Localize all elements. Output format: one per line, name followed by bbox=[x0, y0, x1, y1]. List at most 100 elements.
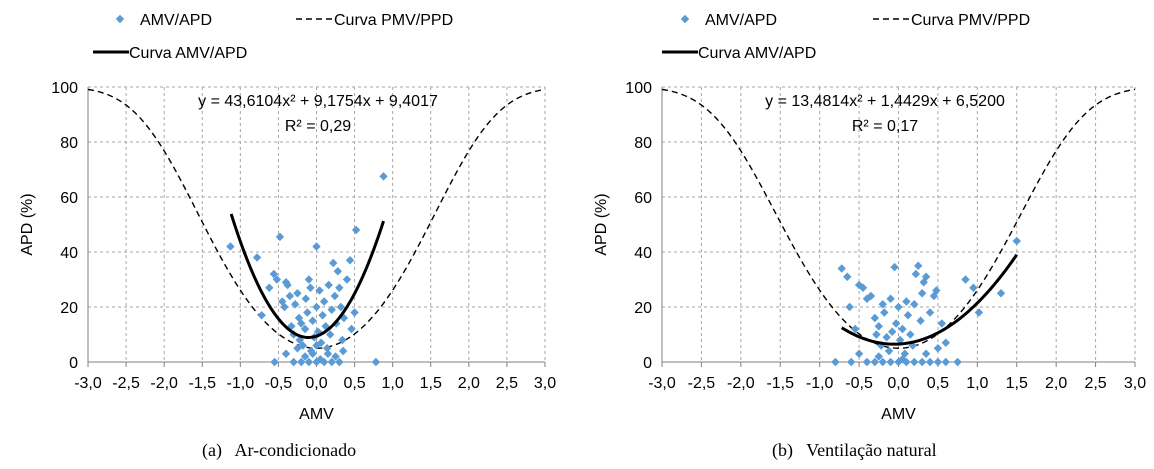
pmv-ppd-curve bbox=[662, 88, 1135, 349]
data-point bbox=[887, 327, 897, 336]
data-point bbox=[996, 289, 1006, 298]
y-tick-label: 20 bbox=[60, 300, 78, 317]
data-point bbox=[858, 283, 868, 292]
data-point bbox=[917, 289, 927, 298]
y-tick-label: 40 bbox=[634, 245, 652, 262]
chart-b-caption: (b) Ventilação natural bbox=[772, 440, 937, 460]
data-point bbox=[336, 302, 346, 312]
x-axis-title: AMV bbox=[299, 406, 334, 423]
data-point bbox=[921, 349, 931, 358]
data-point bbox=[315, 286, 324, 295]
r-squared-label: R² = 0,17 bbox=[852, 118, 918, 135]
data-point bbox=[323, 349, 333, 358]
y-tick-label: 0 bbox=[69, 355, 78, 372]
chart-panel-a: -3,0 -2,5 -2,0 -1,5 -1,0 -0,5 0,0 0,5 1,0 1,5 2,0 2… bbox=[19, 12, 556, 460]
data-point bbox=[866, 291, 876, 301]
data-point bbox=[280, 302, 289, 312]
data-point bbox=[894, 302, 903, 312]
x-tick-label: -2,5 bbox=[112, 375, 140, 392]
x-axis-title: AMV bbox=[881, 406, 916, 423]
data-point bbox=[326, 330, 335, 339]
data-point bbox=[910, 357, 919, 367]
data-point bbox=[304, 357, 314, 367]
legend-marker-amv-apd bbox=[680, 14, 690, 24]
x-tick-label: -1,0 bbox=[806, 375, 834, 392]
data-point bbox=[312, 242, 321, 251]
data-point bbox=[331, 352, 340, 361]
data-point bbox=[916, 316, 925, 325]
data-point bbox=[293, 344, 302, 353]
data-point bbox=[371, 357, 381, 367]
data-point bbox=[283, 280, 292, 290]
y-tick-label: 80 bbox=[60, 135, 78, 152]
data-point bbox=[293, 289, 302, 298]
x-tick-label: 0,0 bbox=[887, 375, 909, 392]
x-tick-label: 1,5 bbox=[1006, 375, 1028, 392]
data-point bbox=[917, 357, 927, 367]
data-point bbox=[338, 346, 348, 356]
legend-label-amv-apd: AMV/APD bbox=[705, 12, 777, 29]
data-point bbox=[886, 357, 895, 367]
x-tick-label: 2,0 bbox=[1045, 375, 1067, 392]
data-point bbox=[303, 308, 312, 317]
data-point bbox=[898, 355, 907, 364]
data-point bbox=[921, 272, 931, 281]
x-tick-label: -1,0 bbox=[227, 375, 255, 392]
data-point bbox=[961, 275, 970, 284]
chart-a-svg: -3,0 -2,5 -2,0 -1,5 -1,0 -0,5 0,0 0,5 1,0 1,5 2,0 2… bbox=[19, 12, 556, 423]
data-point bbox=[269, 269, 279, 279]
legend-label-curva-amv-apd: Curva AMV/APD bbox=[129, 45, 247, 62]
data-point bbox=[301, 294, 311, 303]
x-tick-label: 0,5 bbox=[343, 375, 365, 392]
data-point bbox=[350, 308, 359, 317]
legend-label-pmv-ppd: Curva PMV/PPD bbox=[334, 12, 453, 29]
data-point bbox=[843, 272, 852, 281]
x-tick-label: -3,0 bbox=[74, 375, 102, 392]
data-point bbox=[351, 225, 361, 235]
data-point bbox=[338, 335, 347, 345]
data-point bbox=[895, 335, 905, 345]
x-tick-label: -1,5 bbox=[766, 375, 794, 392]
chart-panel-b: -3,0 -2,5 -2,0 -1,5 -1,0 -0,5 0,0 0,5 1,0 1,5 2,0 2… bbox=[577, 0, 1154, 469]
data-point bbox=[308, 349, 317, 358]
data-point bbox=[329, 258, 338, 268]
data-point bbox=[347, 324, 356, 334]
data-point bbox=[322, 344, 332, 353]
chart-b-svg: -3,0 -2,5 -2,0 -1,5 -1,0 -0,5 0,0 0,5 1,0 1,5 2,0 2… bbox=[593, 12, 1146, 423]
data-point bbox=[285, 291, 295, 301]
legend-label-pmv-ppd: Curva PMV/PPD bbox=[911, 12, 1030, 29]
x-tick-label: 0,0 bbox=[305, 375, 327, 392]
data-point bbox=[265, 283, 274, 292]
y-tick-label: 60 bbox=[60, 190, 78, 207]
x-tick-label: -1,5 bbox=[188, 375, 216, 392]
y-tick-label: 20 bbox=[634, 300, 652, 317]
data-point bbox=[925, 357, 935, 367]
x-tick-label: 3,0 bbox=[1124, 375, 1146, 392]
regression-equation: y = 43,6104x² + 9,1754x + 9,4017 bbox=[198, 93, 438, 110]
data-point bbox=[324, 280, 333, 290]
x-tick-label: 1,0 bbox=[966, 375, 988, 392]
data-point bbox=[300, 352, 310, 361]
data-point bbox=[974, 308, 984, 317]
data-point bbox=[330, 291, 339, 301]
x-tick-label: -0,5 bbox=[845, 375, 873, 392]
data-point bbox=[289, 357, 298, 367]
y-tick-label: 40 bbox=[60, 245, 78, 262]
data-point bbox=[898, 324, 907, 334]
chart-a-caption: (a) Ar-condicionado bbox=[202, 440, 357, 460]
data-point bbox=[275, 232, 285, 242]
data-point bbox=[252, 253, 262, 262]
data-point bbox=[327, 305, 336, 314]
data-point bbox=[318, 311, 327, 320]
data-point bbox=[345, 256, 355, 265]
data-point bbox=[872, 330, 881, 339]
data-point bbox=[270, 357, 279, 367]
data-point bbox=[297, 319, 306, 328]
data-point bbox=[333, 267, 343, 276]
legend-label-amv-apd: AMV/APD bbox=[140, 12, 212, 29]
data-point bbox=[882, 333, 891, 342]
data-point bbox=[870, 313, 880, 323]
data-point bbox=[941, 338, 950, 347]
y-tick-label: 0 bbox=[643, 355, 652, 372]
data-point bbox=[854, 349, 864, 358]
